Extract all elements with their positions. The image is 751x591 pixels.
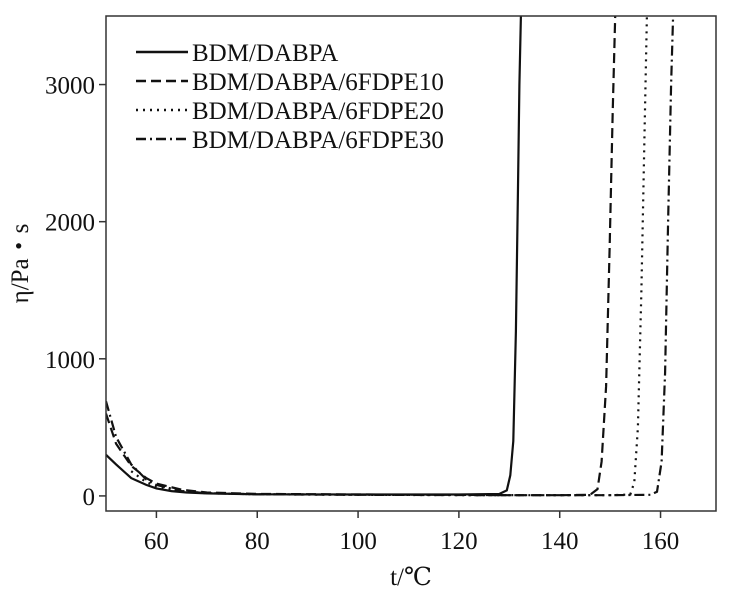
x-tick-label: 160 — [642, 528, 680, 555]
legend-label: BDM/DABPA/6FDPE20 — [192, 98, 444, 125]
y-tick-label: 2000 — [45, 210, 95, 237]
legend-label: BDM/DABPA/6FDPE10 — [192, 69, 444, 96]
x-tick-label: 140 — [541, 528, 579, 555]
x-tick-label: 60 — [144, 528, 169, 555]
y-tick-label: 1000 — [45, 347, 95, 374]
x-axis-ticks: 60 80 100 120 140 160 — [144, 511, 679, 555]
y-tick-label: 0 — [83, 484, 96, 511]
x-tick-label: 80 — [245, 528, 270, 555]
plot-frame — [105, 15, 717, 512]
legend-label: BDM/DABPA/6FDPE30 — [192, 127, 444, 154]
x-axis-title: t/℃ — [390, 564, 432, 591]
x-tick-label: 100 — [339, 528, 377, 555]
plot-lines — [106, 16, 675, 497]
legend: BDM/DABPABDM/DABPA/6FDPE10BDM/DABPA/6FDP… — [136, 40, 444, 154]
legend-label: BDM/DABPA — [192, 40, 338, 67]
x-tick-label: 120 — [440, 528, 478, 555]
y-tick-label: 3000 — [45, 73, 95, 100]
y-axis-title: η/Pa・s — [7, 224, 34, 304]
series-line — [106, 16, 675, 497]
y-axis-ticks: 0 1000 2000 3000 — [45, 73, 106, 511]
